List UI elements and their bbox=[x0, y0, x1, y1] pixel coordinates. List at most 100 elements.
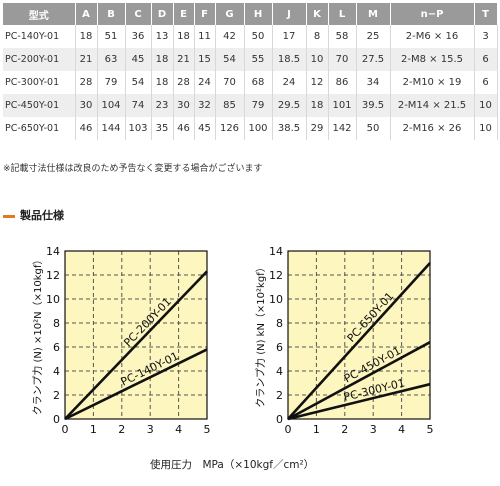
table-cell: 2-M6 × 16 bbox=[390, 25, 475, 48]
table-cell: 30 bbox=[75, 94, 98, 117]
table-cell: 23 bbox=[151, 94, 174, 117]
y-tick-label: 8 bbox=[53, 317, 60, 330]
model-cell: PC-650Y-01 bbox=[3, 117, 76, 140]
plot-area bbox=[65, 251, 207, 419]
table-row: PC-450Y-01 30 104 74 23 30 32 85 79 29.5 18 101 39.5… bbox=[3, 94, 498, 117]
column-header: M bbox=[356, 3, 391, 25]
table-cell: 29 bbox=[306, 117, 329, 140]
x-tick-label: 5 bbox=[427, 423, 434, 436]
section-heading: 製品仕様 bbox=[3, 207, 64, 223]
table-cell: 24 bbox=[272, 71, 307, 94]
column-header: L bbox=[328, 3, 357, 25]
table-cell: 10 bbox=[306, 48, 329, 71]
column-header: n−P bbox=[390, 3, 475, 25]
y-tick-label: 10 bbox=[46, 293, 60, 306]
table-cell: 74 bbox=[125, 94, 152, 117]
table-cell: 21 bbox=[75, 48, 98, 71]
table-cell: 18 bbox=[173, 25, 195, 48]
column-header: J bbox=[272, 3, 307, 25]
x-tick-label: 1 bbox=[313, 423, 320, 436]
table-cell: 45 bbox=[125, 48, 152, 71]
table-cell: 24 bbox=[194, 71, 216, 94]
series-line bbox=[287, 262, 431, 420]
column-header: 型式 bbox=[3, 3, 76, 25]
x-tick-label: 3 bbox=[370, 423, 377, 436]
table-cell: 68 bbox=[244, 71, 273, 94]
table-cell: 18 bbox=[306, 94, 329, 117]
table-cell: 58 bbox=[328, 25, 357, 48]
table-cell: 2-M10 × 19 bbox=[390, 71, 475, 94]
table-cell: 3 bbox=[474, 25, 498, 48]
table-cell: 144 bbox=[97, 117, 126, 140]
y-tick-label: 4 bbox=[53, 365, 60, 378]
column-header: B bbox=[97, 3, 126, 25]
table-cell: 30 bbox=[173, 94, 195, 117]
table-cell: 42 bbox=[215, 25, 245, 48]
table-cell: 2-M8 × 15.5 bbox=[390, 48, 475, 71]
table-cell: 10 bbox=[474, 117, 498, 140]
model-cell: PC-300Y-01 bbox=[3, 71, 76, 94]
x-tick-label: 4 bbox=[398, 423, 405, 436]
table-cell: 70 bbox=[215, 71, 245, 94]
table-cell: 35 bbox=[151, 117, 174, 140]
table-cell: 18 bbox=[75, 25, 98, 48]
table-cell: 28 bbox=[75, 71, 98, 94]
table-cell: 12 bbox=[306, 71, 329, 94]
disclaimer-note: ※記載寸法仕様は改良のため予告なく変更する場合がございます bbox=[3, 164, 263, 174]
x-tick-label: 0 bbox=[285, 423, 292, 436]
y-tick-label: 4 bbox=[276, 365, 283, 378]
y-tick-label: 2 bbox=[53, 389, 60, 402]
y-tick-label: 10 bbox=[269, 293, 283, 306]
x-tick-label: 3 bbox=[147, 423, 154, 436]
plot-frame bbox=[287, 250, 431, 420]
table-cell: 63 bbox=[97, 48, 126, 71]
section-title: 製品仕様 bbox=[20, 209, 64, 222]
table-cell: 28 bbox=[173, 71, 195, 94]
table-cell: 8 bbox=[306, 25, 329, 48]
table-row: PC-300Y-01 28 79 54 18 28 24 70 68 24 12 86 34 2-M10 … bbox=[3, 71, 498, 94]
model-cell: PC-200Y-01 bbox=[3, 48, 76, 71]
series-line bbox=[64, 270, 208, 420]
table-cell: 18 bbox=[151, 48, 174, 71]
table-cell: 25 bbox=[356, 25, 391, 48]
table-cell: 32 bbox=[194, 94, 216, 117]
series-line bbox=[64, 348, 208, 421]
table-cell: 18 bbox=[151, 71, 174, 94]
table-cell: 50 bbox=[244, 25, 273, 48]
y-tick-label: 14 bbox=[46, 245, 60, 258]
table-cell: 34 bbox=[356, 71, 391, 94]
y-tick-label: 8 bbox=[276, 317, 283, 330]
x-tick-label: 4 bbox=[175, 423, 182, 436]
table-cell: 142 bbox=[328, 117, 357, 140]
table-cell: 126 bbox=[215, 117, 245, 140]
model-cell: PC-140Y-01 bbox=[3, 25, 76, 48]
table-cell: 85 bbox=[215, 94, 245, 117]
y-tick-label: 6 bbox=[53, 341, 60, 354]
table-cell: 36 bbox=[125, 25, 152, 48]
table-cell: 17 bbox=[272, 25, 307, 48]
table-cell: 29.5 bbox=[272, 94, 307, 117]
column-header: K bbox=[306, 3, 329, 25]
table-cell: 86 bbox=[328, 71, 357, 94]
heading-bar-icon bbox=[3, 214, 15, 218]
table-cell: 55 bbox=[244, 48, 273, 71]
y-axis-title: クランプ力 (N) ×10²N（×10kgf） bbox=[31, 255, 44, 416]
column-header: C bbox=[125, 3, 152, 25]
table-cell: 38.5 bbox=[272, 117, 307, 140]
table-cell: 70 bbox=[328, 48, 357, 71]
table-cell: 10 bbox=[474, 94, 498, 117]
table-row: PC-140Y-01 18 51 36 13 18 11 42 50 17 8 58 25 2-M6 × … bbox=[3, 25, 498, 48]
table-cell: 18.5 bbox=[272, 48, 307, 71]
x-tick-label: 2 bbox=[118, 423, 125, 436]
y-axis-title: クランプ力 (N) kN（×10²kgf） bbox=[254, 262, 267, 407]
table-body: PC-140Y-01 18 51 36 13 18 11 42 50 17 8 58 25 2-M6 × … bbox=[3, 25, 498, 140]
table-cell: 50 bbox=[356, 117, 391, 140]
table-cell: 11 bbox=[194, 25, 216, 48]
table-cell: 39.5 bbox=[356, 94, 391, 117]
model-cell: PC-450Y-01 bbox=[3, 94, 76, 117]
table-cell: 6 bbox=[474, 48, 498, 71]
table-cell: 79 bbox=[97, 71, 126, 94]
